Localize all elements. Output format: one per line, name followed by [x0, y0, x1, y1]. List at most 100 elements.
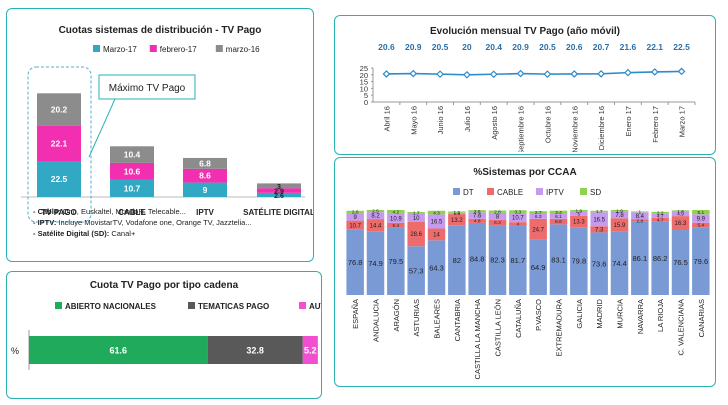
- value-label-baleares-dt: 64.3: [429, 263, 444, 272]
- bar-castilla-la-mancha-cable: [468, 218, 486, 223]
- value-label-cantabria-iptv: 1.5: [453, 211, 460, 217]
- bar-extremadura-sd: [549, 210, 568, 214]
- value-label-murcia-sd: 1.9: [616, 208, 623, 214]
- category-label-canarias: CANARIAS: [697, 299, 706, 337]
- category-label-extremadura: EXTREMADURA: [555, 299, 564, 357]
- value-label-cable-marzo-17: 10.7: [124, 183, 141, 193]
- value-label-baleares-iptv: 16.5: [431, 220, 443, 226]
- value-label-c-valenciana-sd: 1.9: [677, 209, 684, 215]
- series-line: [386, 70, 682, 76]
- data-point-7: [570, 70, 579, 78]
- category-label-espana: ESPAÑA: [351, 299, 360, 329]
- legend-swatch-sd: [580, 188, 587, 195]
- legend-swatch-tematicas-pago: [188, 302, 195, 309]
- bar-canarias-sd: [692, 210, 710, 215]
- category-label-baleares: BALEARES: [433, 299, 442, 339]
- data-label-9: 21.6: [620, 42, 637, 52]
- x-tick-mayo-16: Mayo 16: [409, 106, 418, 135]
- x-tick-julio-16: Julio 16: [463, 106, 472, 132]
- bar-p-vasco-sd: [529, 211, 547, 214]
- category-label-castilla-leon: CASTILLA LEÓN: [494, 299, 503, 357]
- data-point-6: [543, 70, 552, 78]
- legend-swatch-abierto-nacionales: [55, 302, 62, 309]
- distribution-notes: - Cable: Ono, Euskaltel, MundoR, Telecab…: [33, 206, 252, 239]
- bar-madrid-dt: [590, 232, 608, 295]
- value-label-murcia-cable: 15.9: [614, 223, 626, 229]
- category-label-aragon: ARAGÓN: [392, 299, 401, 332]
- data-point-11: [677, 67, 686, 76]
- legend-label-iptv: IPTV: [546, 188, 564, 197]
- bar-murcia-sd: [610, 210, 629, 212]
- note-line-0: - Cable: Ono, Euskaltel, MundoR, Telecab…: [33, 206, 252, 217]
- value-label-castilla-la-mancha-iptv: 7.6: [473, 214, 482, 220]
- distribution-shares-title: Cuotas sistemas de distribución - TV Pag…: [58, 25, 262, 36]
- legend-label-aut: AUT: [309, 302, 321, 311]
- value-label-c-valenciana-dt: 76.5: [673, 258, 688, 267]
- data-label-6: 20.5: [539, 42, 556, 52]
- value-label-extremadura-sd: 3.4: [555, 210, 562, 216]
- bar-murcia-iptv: [610, 211, 629, 219]
- bar-aragon-cable: [387, 222, 405, 228]
- note-text-0: Ono, Euskaltel, MundoR, Telecable...: [60, 207, 186, 216]
- bar-murcia-cable: [610, 218, 629, 232]
- value-label-cataluna-iptv: 10.7: [512, 216, 524, 222]
- value-label-espana-sd: 2.6: [352, 210, 359, 216]
- bar-extremadura-dt: [549, 224, 568, 295]
- value-label-madrid-dt: 73.6: [592, 259, 607, 268]
- category-label-p-vasco: P.VASCO: [534, 299, 543, 331]
- bar-navarra-iptv: [631, 212, 649, 220]
- note-text-2: Canal+: [109, 229, 136, 238]
- y-tick-10: 10: [360, 84, 368, 93]
- data-label-8: 20.7: [593, 42, 610, 52]
- category-label-iptv: IPTV: [196, 208, 214, 217]
- value-label-canarias-sd: 5.1: [697, 210, 704, 216]
- bar-castilla-leon-sd: [488, 210, 507, 213]
- bar-satelite-digital-marzo-17: [257, 192, 301, 197]
- note-key-1: - IPTV:: [33, 218, 57, 227]
- data-label-5: 20.9: [512, 42, 529, 52]
- value-label-madrid-cable: 7.3: [595, 227, 604, 233]
- bar-espana-dt: [346, 229, 364, 295]
- y-tick-25: 25: [360, 64, 368, 73]
- legend-label-dt: DT: [463, 188, 474, 197]
- value-label-canarias-cable: 5.4: [697, 223, 704, 229]
- category-label-cataluna: CATALUÑA: [514, 299, 523, 338]
- value-label-andalucia-dt: 74.9: [368, 259, 383, 268]
- channel-type-title: Cuota TV Pago por tipo cadena: [89, 280, 239, 291]
- value-label-tematicas-pago: 32.8: [246, 346, 264, 356]
- value-label-extremadura-dt: 83.1: [551, 255, 566, 264]
- bar-espana-cable: [346, 220, 364, 230]
- bar-asturias-dt: [407, 246, 425, 295]
- legend-swatch-iptv: [536, 188, 543, 195]
- value-label-madrid-iptv: 16.5: [593, 217, 605, 223]
- legend-label-tematicas-pago: TEMATICAS PAGO: [198, 302, 269, 311]
- data-label-7: 20.6: [566, 42, 583, 52]
- bar-la-rioja-iptv: [651, 213, 669, 218]
- value-label-castilla-leon-dt: 82.3: [490, 256, 505, 265]
- bar-canarias-iptv: [692, 214, 710, 223]
- value-label-extremadura-cable: 6.6: [555, 219, 562, 225]
- bar-andalucia-sd: [366, 210, 385, 213]
- value-label-la-rioja-sd: 2.2: [657, 210, 664, 216]
- value-label-cable-marzo-16: 10.4: [124, 150, 141, 160]
- value-label-andalucia-iptv: 8.2: [371, 214, 380, 220]
- x-tick-febrero-17: Febrero 17: [651, 106, 660, 143]
- bar-tematicas-pago: [207, 336, 303, 364]
- value-label-andalucia-sd: 2.5: [372, 209, 379, 215]
- value-label-baleares-sd: 4.3: [433, 210, 440, 216]
- category-label-galicia: GALICIA: [575, 299, 584, 329]
- note-text-1: Incluye MovistarTV, Vodafone one, Orange…: [56, 218, 252, 227]
- note-line-2: - Satélite Digital (SD): Canal+: [33, 228, 252, 239]
- value-label-asturias-cable: 28.6: [410, 232, 422, 238]
- bar-extremadura-iptv: [549, 213, 568, 219]
- value-label-castilla-la-mancha-sd: 2.6: [474, 209, 481, 215]
- bar-tv-pago-marzo-17: [37, 161, 81, 197]
- data-label-3: 20: [462, 42, 472, 52]
- bar-galicia-dt: [570, 227, 588, 295]
- bar-castilla-la-mancha-sd: [468, 210, 486, 213]
- y-tick-0: 0: [364, 98, 368, 107]
- bar-galicia-iptv: [570, 211, 588, 216]
- value-label-la-rioja-cable: 4.7: [657, 217, 664, 223]
- bar-espana-sd: [346, 210, 364, 213]
